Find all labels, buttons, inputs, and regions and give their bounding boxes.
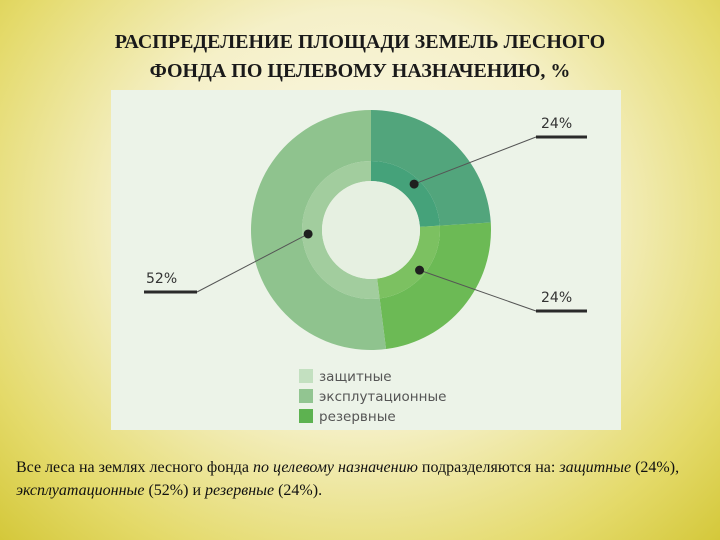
percent-label-ekspluatatsionnye: 52% — [146, 271, 177, 287]
legend: защитные эксплутационные резервные — [299, 369, 446, 425]
legend-ekspluatatsionnye: эксплутационные — [319, 389, 446, 405]
outer-slice-zashchitnye — [371, 110, 491, 226]
percent-labels: 24% 24% 52% — [146, 116, 572, 306]
chart-panel: 24% 24% 52% защитные эксплутационные резервн… — [111, 90, 621, 430]
leader-line — [196, 233, 309, 293]
title-line-1: РАСПРЕДЕЛЕНИЕ ПЛОЩАДИ ЗЕМЕЛЬ ЛЕСНОГО — [114, 31, 606, 53]
caption-emphasis: защитные — [559, 459, 632, 476]
inner-slice-rezervnye — [377, 225, 440, 299]
caption-emphasis: по целевому назначению — [253, 459, 418, 476]
caption-part: (24%), — [631, 459, 680, 476]
donut-hole — [322, 181, 420, 279]
outer-ring — [251, 110, 492, 350]
leader-line — [413, 136, 537, 185]
percent-label-rezervnye: 24% — [541, 290, 572, 306]
title-line-2: ФОНДА ПО ЦЕЛЕВОМУ НАЗНАЧЕНИЮ, % — [149, 60, 571, 82]
leader-dot — [303, 229, 313, 239]
leader-line — [419, 269, 537, 312]
caption-part: Все леса на землях лесного фонда — [16, 459, 253, 476]
donut-chart: 24% 24% 52% защитные эксплутационные резервн… — [144, 110, 587, 425]
leader-lines — [144, 135, 587, 313]
caption-part: (24%). — [274, 482, 323, 499]
legend-swatch — [299, 409, 313, 423]
inner-ring — [302, 161, 440, 299]
leader-dot — [415, 265, 425, 275]
percent-label-zashchitnye: 24% — [541, 116, 572, 132]
caption-part: подразделяются на: — [417, 459, 560, 476]
caption-part: (52%) и — [144, 482, 206, 499]
legend-swatch — [299, 369, 313, 383]
outer-slice-rezervnye — [379, 222, 492, 350]
caption-emphasis: резервные — [205, 482, 275, 499]
caption-emphasis: эксплуатационные — [16, 482, 145, 499]
legend-zashchitnye: защитные — [319, 369, 392, 385]
caption: Все леса на землях лесного фонда по целе… — [16, 456, 706, 502]
leader-dot — [409, 179, 419, 189]
inner-slice-ekspluatatsionnye — [302, 161, 380, 299]
page-title: РАСПРЕДЕЛЕНИЕ ПЛОЩАДИ ЗЕМЕЛЬ ЛЕСНОГО ФОН… — [40, 28, 680, 86]
inner-slice-zashchitnye — [371, 161, 440, 227]
legend-swatch — [299, 389, 313, 403]
legend-rezervnye: резервные — [319, 409, 396, 425]
outer-slice-ekspluatatsionnye — [251, 110, 387, 350]
